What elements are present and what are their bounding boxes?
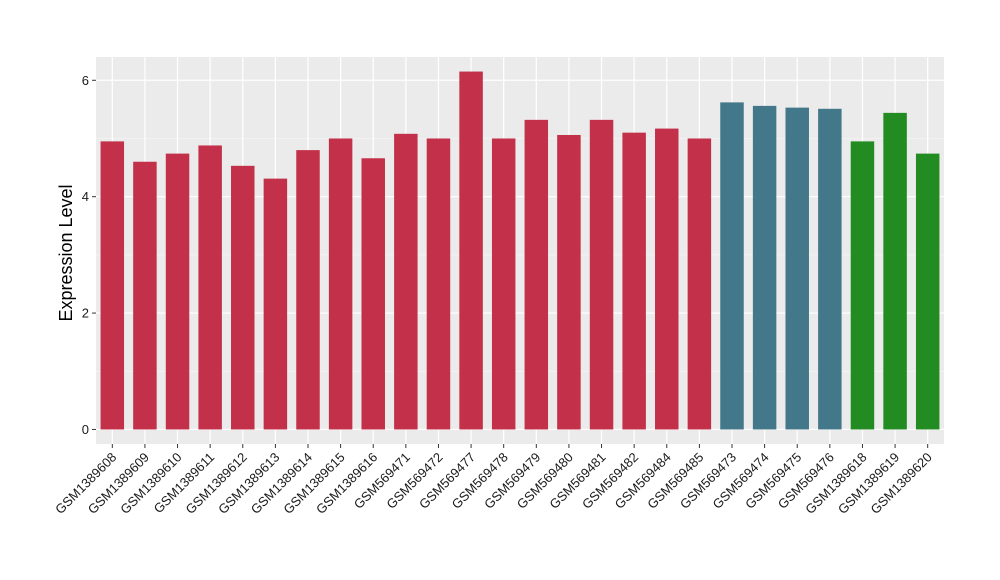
bar-GSM1389615: [328, 138, 353, 430]
bar-GSM1389610: [165, 153, 190, 430]
bar-GSM569482: [622, 132, 646, 430]
bar-GSM1389612: [231, 165, 255, 430]
bar-GSM569480: [557, 134, 581, 430]
bars: [100, 71, 940, 430]
bar-GSM569473: [720, 102, 744, 430]
plot-panel: [96, 57, 944, 444]
bar-GSM569472: [426, 138, 451, 430]
bar-GSM569476: [818, 108, 842, 430]
x-axis: GSM1389608GSM1389609GSM1389610GSM1389611…: [52, 444, 935, 517]
bar-GSM569481: [589, 119, 614, 430]
bar-GSM1389614: [296, 150, 320, 430]
bar-GSM1389620: [915, 153, 940, 430]
y-axis-title: Expression Level: [56, 184, 76, 321]
bar-GSM569478: [491, 138, 516, 430]
bar-GSM1389608: [100, 141, 125, 430]
bar-GSM569477: [459, 71, 483, 430]
bar-GSM1389613: [263, 178, 288, 430]
bar-GSM1389609: [133, 161, 157, 430]
bar-GSM1389611: [198, 145, 222, 430]
bar-GSM1389619: [883, 112, 907, 430]
y-tick-label: 4: [82, 189, 89, 204]
bar-GSM569485: [687, 138, 712, 430]
bar-GSM569471: [394, 133, 418, 430]
bar-GSM569479: [524, 119, 549, 430]
y-tick-label: 2: [82, 306, 89, 321]
bar-GSM1389618: [850, 141, 875, 430]
bar-GSM1389616: [361, 158, 385, 430]
bar-GSM569474: [752, 105, 777, 430]
y-tick-label: 0: [82, 422, 89, 437]
y-tick-label: 6: [82, 73, 89, 88]
bar-GSM569475: [785, 107, 809, 430]
y-axis: 0 2 4 6: [82, 73, 96, 437]
bar-GSM569484: [655, 128, 679, 430]
